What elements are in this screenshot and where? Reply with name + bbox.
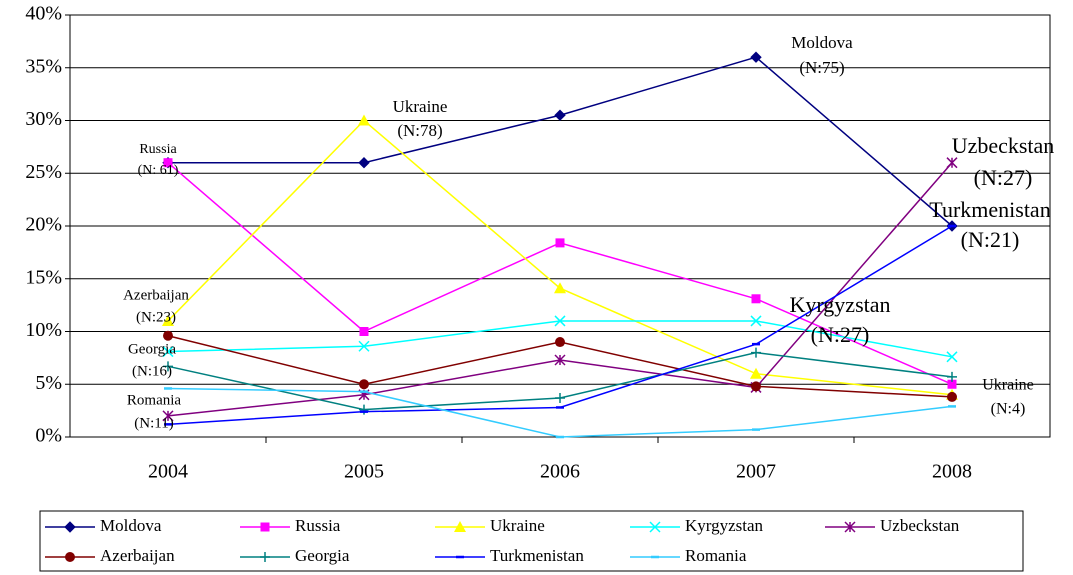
marker [554, 282, 566, 294]
legend-label: Georgia [295, 546, 350, 565]
annotation: Kyrgyzstan [789, 292, 890, 317]
legend-label: Turkmenistan [490, 546, 584, 565]
y-tick-label: 35% [25, 55, 62, 77]
annotation: Turkmenistan [929, 197, 1050, 222]
marker [162, 346, 174, 358]
marker [751, 381, 761, 392]
y-tick-label: 25% [25, 161, 62, 183]
marker [750, 315, 762, 327]
marker [163, 330, 173, 341]
marker [554, 315, 566, 327]
marker [64, 521, 76, 533]
legend-label: Azerbaijan [100, 546, 175, 565]
legend-label: Russia [295, 516, 341, 535]
x-tick-label: 2005 [344, 461, 384, 483]
x-tick-label: 2004 [148, 461, 188, 483]
marker [555, 238, 565, 248]
marker [358, 114, 370, 126]
marker [555, 337, 565, 348]
y-tick-label: 20% [25, 214, 62, 236]
marker [750, 51, 762, 63]
marker [649, 521, 661, 533]
legend-label: Romania [685, 546, 747, 565]
marker [358, 156, 370, 169]
y-tick-label: 0% [35, 425, 62, 447]
marker [946, 351, 958, 363]
y-tick-label: 10% [25, 319, 62, 341]
marker [162, 314, 174, 326]
y-tick-label: 40% [25, 3, 62, 25]
marker [454, 521, 466, 532]
marker [947, 379, 957, 389]
marker [947, 391, 957, 402]
marker [162, 410, 174, 422]
marker [163, 361, 173, 372]
marker [946, 157, 958, 169]
marker [554, 109, 566, 121]
legend-label: Moldova [100, 516, 162, 535]
legend-label: Kyrgyzstan [685, 516, 764, 535]
marker [751, 294, 761, 304]
annotation: (N:27) [974, 165, 1033, 190]
annotation: (N:75) [799, 58, 844, 77]
series-line [167, 162, 953, 385]
legend-label: Ukraine [490, 516, 545, 535]
annotation: (N:21) [961, 227, 1020, 252]
marker [359, 404, 369, 415]
marker [555, 392, 565, 403]
annotation: (N:16) [132, 363, 172, 379]
marker [554, 354, 566, 366]
marker [358, 340, 370, 352]
legend-border [39, 510, 1024, 572]
legend-label: Uzbeckstan [880, 516, 960, 535]
marker [260, 552, 270, 562]
annotation: (N: 61) [138, 163, 179, 178]
marker [65, 552, 75, 562]
marker [163, 158, 173, 168]
y-tick-label: 15% [25, 266, 62, 288]
annotation: (N:4) [991, 401, 1026, 418]
x-tick-label: 2006 [540, 461, 580, 483]
annotation: Uzbeckstan [952, 133, 1055, 158]
marker [844, 521, 856, 533]
marker [359, 327, 369, 336]
annotation: (N:27) [811, 322, 870, 347]
annotation: Georgia [128, 341, 176, 357]
marker [750, 367, 762, 379]
x-tick-label: 2008 [932, 461, 972, 483]
y-tick-label: 5% [35, 372, 62, 394]
marker [751, 347, 761, 358]
annotation: Moldova [791, 33, 853, 52]
annotation: Russia [139, 142, 177, 157]
annotation: (N:11) [134, 415, 173, 431]
x-tick-label: 2007 [736, 461, 776, 483]
annotation: (N:78) [397, 121, 442, 140]
annotation: Ukraine [393, 97, 448, 116]
annotation: Ukraine [982, 377, 1034, 394]
marker [359, 379, 369, 390]
annotation: Romania [127, 392, 181, 408]
marker [260, 522, 270, 532]
marker [947, 371, 957, 382]
y-tick-label: 30% [25, 108, 62, 130]
annotation: Azerbaijan [123, 287, 189, 303]
series-line [167, 119, 953, 396]
annotation: (N:23) [136, 309, 176, 325]
